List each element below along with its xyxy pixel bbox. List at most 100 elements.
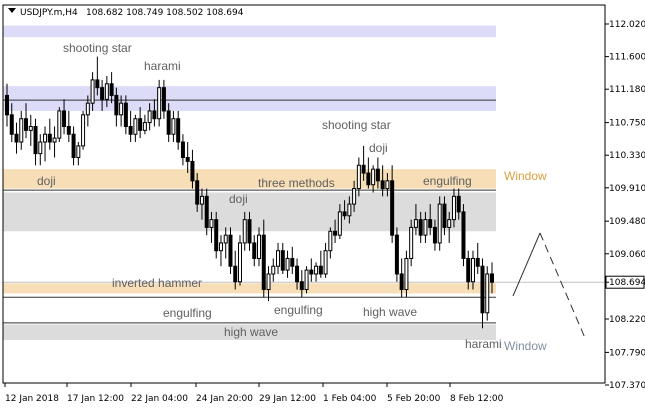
candle: [128, 110, 133, 143]
candle: [280, 242, 285, 274]
candle-body: [214, 219, 219, 252]
candle: [394, 227, 399, 282]
candle-body: [19, 118, 24, 143]
candle-body: [123, 102, 128, 127]
candle-body: [432, 226, 437, 244]
candle-body: [280, 250, 285, 271]
candle-body: [9, 114, 14, 135]
y-tick-label: 111.600: [609, 53, 645, 63]
candle: [461, 204, 466, 267]
candle: [9, 103, 14, 143]
candle-body: [128, 125, 133, 135]
candle: [352, 180, 357, 212]
candle-body: [57, 110, 62, 139]
dropdown-triangle-icon[interactable]: [8, 8, 16, 13]
candle-body: [470, 257, 475, 283]
candle-body: [328, 230, 333, 252]
candle-body: [266, 273, 271, 291]
y-tick-label: 109.060: [609, 250, 645, 260]
candle-body: [233, 265, 238, 283]
candle: [385, 173, 390, 197]
candle-body: [333, 230, 338, 236]
candle-body: [318, 265, 323, 275]
candle-body: [157, 87, 162, 120]
candle: [371, 165, 376, 193]
candle-body: [114, 94, 119, 116]
y-tick-label: 112.020: [609, 20, 645, 30]
candle-body: [295, 265, 300, 283]
candle-body: [304, 269, 309, 291]
candle-body: [314, 265, 319, 275]
candle-body: [252, 242, 257, 259]
candle-body: [390, 180, 395, 236]
candle: [299, 270, 304, 298]
candle: [447, 211, 452, 243]
candle: [62, 99, 67, 135]
annotation: engulfing: [423, 174, 472, 188]
candle-body: [447, 219, 452, 228]
candle: [142, 114, 147, 135]
candle: [423, 211, 428, 243]
candle: [266, 266, 271, 302]
candle: [295, 258, 300, 290]
candle: [71, 126, 76, 166]
candle: [375, 157, 380, 189]
candle: [204, 188, 209, 236]
candle: [209, 211, 214, 243]
annotation: shooting star: [63, 41, 132, 55]
levels-layer: [3, 99, 605, 324]
candle: [356, 157, 361, 197]
annotation: harami: [465, 337, 502, 351]
candle: [480, 258, 485, 329]
candle: [180, 134, 185, 166]
annotation: doji: [37, 174, 56, 188]
candle-body: [142, 122, 147, 131]
chart-header: USDJPY.m,H4 108.682 108.749 108.502 108.…: [8, 8, 244, 18]
candle-body: [451, 195, 456, 221]
y-tick-label: 107.370: [609, 381, 645, 391]
candle-body: [399, 273, 404, 291]
candle-body: [47, 133, 52, 143]
candle-body: [81, 114, 86, 147]
annotation: doji: [229, 192, 248, 206]
candle: [147, 103, 152, 131]
candle: [90, 72, 95, 111]
candle-body: [204, 195, 209, 228]
candle: [361, 145, 366, 181]
candle-body: [299, 281, 304, 291]
candle: [43, 126, 48, 162]
annotation: harami: [144, 59, 181, 73]
candle: [409, 219, 414, 267]
candle-body: [38, 141, 43, 155]
x-tick-label: 29 Jan 12:00: [259, 394, 316, 404]
candle: [100, 79, 105, 111]
candle-body: [190, 160, 195, 182]
candle-body: [375, 168, 380, 182]
candle: [342, 200, 347, 220]
candle: [413, 204, 418, 236]
candle-body: [62, 110, 67, 127]
candle: [176, 110, 181, 150]
candle: [24, 103, 29, 139]
candle-body: [138, 118, 143, 131]
candle-body: [366, 172, 371, 186]
candle: [451, 188, 456, 228]
candle: [323, 242, 328, 278]
candle: [218, 235, 223, 267]
candle-body: [309, 269, 314, 275]
annotation: inverted hammer: [112, 276, 202, 290]
x-tick-label: 22 Jan 04:00: [131, 394, 188, 404]
candle: [190, 149, 195, 189]
projection-path: [512, 232, 586, 339]
candle: [432, 219, 437, 251]
candle: [233, 250, 238, 290]
annotation: high wave: [363, 305, 417, 319]
x-tick-label: 24 Jan 20:00: [196, 394, 253, 404]
candle-body: [271, 265, 276, 275]
candle-body: [228, 234, 233, 267]
candle: [242, 211, 247, 251]
candle-body: [180, 141, 185, 159]
candle-body: [428, 219, 433, 228]
window-label-upper: Window: [504, 169, 547, 183]
candle-body: [237, 242, 242, 283]
